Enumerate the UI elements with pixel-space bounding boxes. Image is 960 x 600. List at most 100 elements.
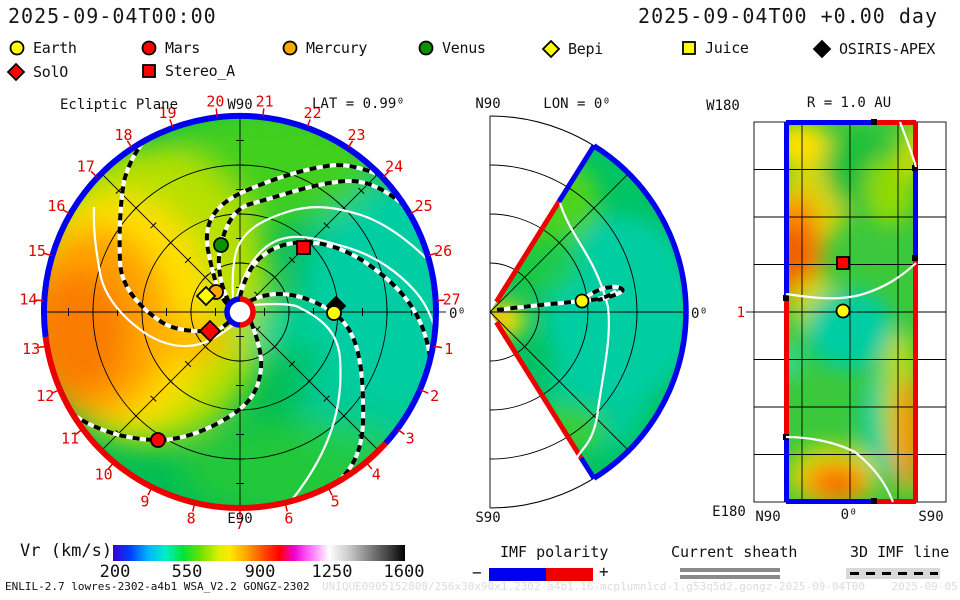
imf-negative-swatch — [489, 568, 546, 581]
ecliptic-ring-tick — [126, 140, 133, 148]
ecliptic-ring-tick — [397, 429, 405, 435]
colorbar-tick: 550 — [171, 562, 203, 582]
ecliptic-ring-tick — [169, 119, 174, 128]
current-sheath-title: Current sheath — [671, 543, 798, 561]
ecliptic-ring-number: 12 — [36, 387, 54, 405]
ecliptic-ring-tick — [90, 170, 98, 178]
ecliptic-ring-number: 4 — [372, 465, 381, 483]
current-sheath-sample — [680, 568, 780, 579]
ecliptic-ring-number: 21 — [256, 92, 274, 110]
radial-color-field — [786, 122, 916, 502]
ecliptic-lat-label: LAT = 0.99⁰ — [312, 96, 405, 112]
forecast-title: 2025-09-04T00 +0.00 day — [638, 4, 938, 28]
ecliptic-ring-number: 3 — [406, 430, 415, 448]
legend-label: OSIRIS-APEX — [839, 40, 936, 58]
venus-legend-icon — [418, 40, 434, 56]
imf-polarity-bar — [489, 568, 593, 581]
radial-e180-label: E180 — [712, 504, 746, 520]
ecliptic-ring-tick — [262, 108, 265, 117]
ecliptic-ring-tick — [306, 119, 311, 128]
radial-w180-label: W180 — [706, 98, 740, 114]
imf-lines — [72, 139, 432, 483]
spoke-tick — [323, 222, 330, 229]
boundary-negative-arc — [41, 112, 439, 446]
ecliptic-ring-number: 23 — [347, 126, 365, 144]
ecliptic-ring-number: 20 — [206, 92, 224, 110]
ecliptic-ring-number: 24 — [385, 158, 403, 176]
spoke-tick — [271, 343, 278, 350]
colorbar-tick: 1600 — [383, 562, 425, 582]
ecliptic-ring-tick — [75, 429, 83, 435]
radial-current-sheet — [785, 121, 918, 503]
spoke-tick — [150, 222, 157, 229]
radial-zero-label: 0⁰ — [841, 507, 858, 523]
imf-plus-sign: + — [599, 562, 609, 581]
spoke-tick — [288, 360, 296, 368]
model-info: ENLIL-2.7 lowres-2302-a4b1 WSA_V2.2 GONG… — [5, 580, 310, 593]
meridional-grid — [489, 115, 687, 509]
stereo-a-legend-icon — [142, 64, 156, 78]
ecliptic-ring-number: 5 — [331, 492, 340, 510]
ecliptic-ring-number: 19 — [158, 104, 176, 122]
earth-marker-radial — [835, 303, 851, 319]
ecliptic-ring-tick — [428, 252, 437, 257]
radial-r1-label: 1 — [737, 305, 745, 321]
legend-item-earth: Earth — [8, 39, 77, 57]
radial-s90-label: S90 — [918, 509, 943, 525]
legend-item-venus: Venus — [417, 39, 486, 57]
legend-item-bepi: Bepi — [541, 39, 603, 59]
sun-symbol — [224, 296, 256, 328]
ecliptic-ring-number: 18 — [114, 126, 132, 144]
legend-label: SolO — [33, 63, 68, 81]
spoke-tick — [358, 187, 365, 194]
ecliptic-ring-number: 13 — [22, 340, 40, 358]
meridional-n90-label: N90 — [475, 96, 500, 112]
meridional-current-sheet — [558, 202, 611, 459]
current-sheet-lines — [92, 206, 437, 502]
ecliptic-ring-number: 2 — [430, 387, 439, 405]
ecliptic-ring-tick — [347, 140, 354, 148]
watermark: UNIQUE0905152808/256x30x90x1.2302-a4b1.1… — [322, 580, 958, 593]
meridional-title: LON = 0⁰ — [543, 96, 610, 112]
juice-legend-icon — [682, 41, 696, 55]
radial-polarity-border — [784, 120, 918, 504]
spoke-tick — [202, 274, 209, 281]
legend-label: Bepi — [568, 40, 603, 58]
legend-label: Mercury — [306, 39, 368, 57]
spoke-tick — [115, 187, 122, 194]
ecliptic-ring-number: 8 — [187, 509, 196, 527]
ecliptic-ring-tick — [43, 252, 52, 257]
wedge-outer-arc — [592, 143, 689, 481]
wedge-lower-edge-blue — [578, 456, 597, 480]
ecliptic-ring-number: 15 — [28, 242, 46, 260]
venus-marker — [213, 237, 229, 253]
ecliptic-ring-number: 10 — [95, 465, 113, 483]
ecliptic-ring-tick — [191, 503, 196, 512]
meridional-zero-label: 0⁰ — [691, 306, 708, 322]
legend-label: Juice — [705, 39, 749, 57]
legend-item-osiris-apex: OSIRIS-APEX — [812, 39, 935, 59]
ecliptic-e90-label: E90 — [227, 511, 252, 527]
stereo-a-marker-radial — [836, 256, 850, 270]
imf-polarity-title: IMF polarity — [500, 543, 609, 561]
imf-line-sample — [846, 568, 940, 579]
solo-marker — [198, 319, 222, 343]
legend-item-mars: Mars — [140, 39, 200, 57]
meridional-plot: N90 LON = 0⁰ S90 0⁰ — [475, 96, 708, 526]
legend-item-solo: SolO — [6, 62, 68, 82]
ecliptic-ring-tick — [366, 462, 373, 470]
ecliptic-ring-number: 9 — [140, 493, 149, 511]
ecliptic-ring-tick — [62, 208, 70, 215]
mercury-legend-icon — [282, 40, 298, 56]
colorbar-title: Vr (km/s) — [20, 541, 113, 561]
solo-legend-icon — [6, 62, 26, 82]
legend-label: Mars — [165, 39, 200, 57]
spoke-tick — [184, 256, 192, 264]
wedge-upper-edge-blue — [556, 144, 597, 204]
spoke-tick — [202, 343, 209, 350]
spoke-tick — [340, 412, 348, 420]
ecliptic-ring-tick — [107, 462, 114, 470]
legend-item-stereo-a: Stereo_A — [140, 62, 235, 80]
